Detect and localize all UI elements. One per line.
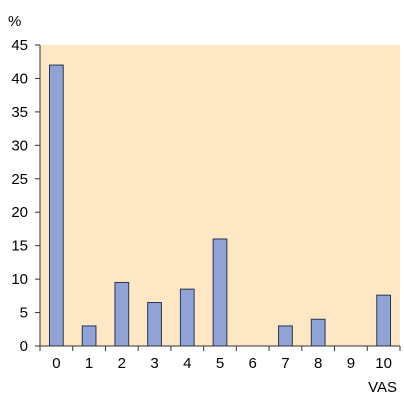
x-tick-label: 9 [347,355,355,372]
x-axis-label: VAS [368,379,397,396]
x-tick-label: 10 [375,355,392,372]
bar [114,281,130,347]
bar [147,302,162,347]
bar [212,238,228,347]
x-tick-label: 2 [118,355,126,372]
bar [81,325,97,347]
x-tick-label: 4 [183,355,191,372]
bar [278,325,293,347]
y-axis-label: % [8,13,21,30]
x-tick-label: 1 [85,355,93,372]
bar [179,288,195,347]
y-tick-label: 20 [11,204,28,221]
x-tick-label: 6 [249,355,257,372]
y-tick-label: 30 [11,137,28,154]
bars-group [48,64,392,347]
bar [48,64,64,347]
y-tick-label: 40 [11,70,28,87]
x-tick-label: 8 [314,355,322,372]
axes-group [39,45,400,347]
x-tick-label: 5 [216,355,224,372]
y-tick-label: 5 [20,305,28,322]
bar [376,294,392,347]
bar [310,318,326,347]
y-tick-label: 25 [11,171,28,188]
x-tick-label: 7 [281,355,289,372]
y-tick-label: 10 [11,271,28,288]
y-tick-label: 0 [20,338,28,355]
y-tick-label: 15 [11,238,28,255]
y-tick-label: 35 [11,104,28,121]
ticks-group [35,44,401,351]
x-tick-label: 0 [52,355,60,372]
x-tick-label: 3 [150,355,158,372]
y-tick-label: 45 [11,37,28,54]
